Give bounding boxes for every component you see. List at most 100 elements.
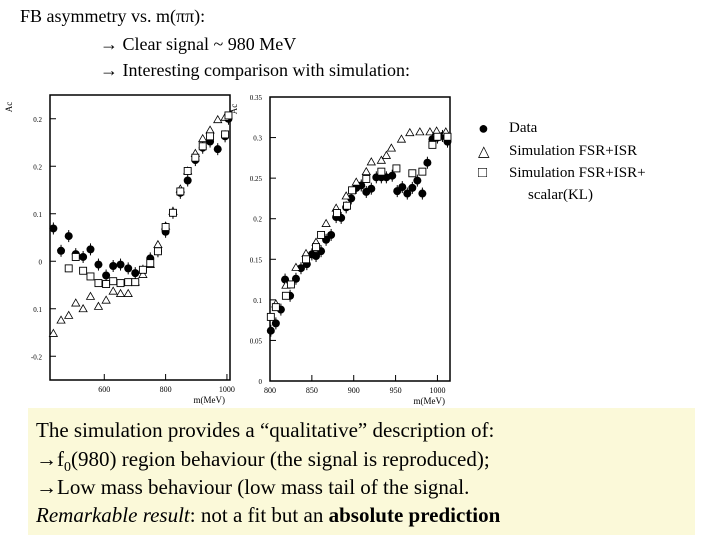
y-tick-label: 0: [259, 378, 263, 386]
sim-scalar-point: [281, 291, 290, 300]
x-tick-label: 900: [348, 386, 360, 395]
y-tick-label: 0.2: [33, 116, 42, 124]
y-tick-label: 0.1: [33, 211, 42, 219]
summary-line-2-text: (980) region behaviour (the signal is re…: [71, 447, 490, 471]
sim-fsr-isr-point: [366, 157, 376, 166]
sim-scalar-point: [153, 247, 162, 256]
sim-scalar-point: [71, 253, 80, 261]
y-tick-label: 0.3: [253, 135, 262, 143]
legend-sim-fsr-isr-label: Simulation FSR+ISR: [509, 143, 638, 159]
summary-box: The simulation provides a “qualitative” …: [28, 408, 695, 535]
sim-fsr-isr-point: [123, 288, 133, 297]
y-tick-label: 0.2: [33, 163, 42, 171]
x-tick-label: 850: [306, 386, 318, 395]
sim-scalar-point: [428, 140, 437, 149]
sim-scalar-point: [317, 230, 326, 239]
data-point: [312, 252, 321, 261]
sim-scalar-point: [271, 303, 280, 312]
sim-scalar-point: [377, 167, 386, 176]
sim-scalar-point: [102, 280, 111, 289]
sim-scalar-point: [169, 208, 177, 217]
data-point: [403, 189, 412, 198]
sim-fsr-isr-point: [351, 177, 361, 186]
data-point: [408, 183, 417, 192]
data-point: [418, 189, 427, 198]
data-point: [327, 230, 336, 239]
data-point: [423, 158, 432, 167]
bullet-comparison: → Interesting comparison with simulation…: [100, 60, 410, 80]
x-tick-label: 1000: [219, 385, 235, 394]
sim-scalar-point: [286, 280, 295, 289]
data-point: [347, 194, 356, 203]
sim-fsr-isr-point: [85, 291, 96, 300]
f0-symbol: f: [57, 447, 64, 471]
sim-fsr-isr-point: [341, 191, 351, 200]
sim-fsr-isr-point: [153, 239, 163, 249]
summary-line-3: →Low mass behaviour (low mass tail of th…: [36, 475, 470, 499]
sim-scalar-point: [94, 279, 103, 288]
sim-scalar-point: [443, 132, 452, 141]
y-tick-label: -0.2: [31, 353, 43, 361]
chart-1: 600 800 1000 -0.2 0.1 0 0.1 0.2 0.2 Ac m(MeV): [4, 94, 235, 405]
sim-fsr-isr-point: [376, 155, 387, 164]
sim-scalar-point: [348, 186, 356, 195]
data-point: [57, 246, 66, 255]
data-point: [367, 184, 376, 193]
sim-fsr-isr-point: [48, 328, 59, 337]
sim-scalar-point: [392, 164, 401, 173]
sim-scalar-point: [176, 187, 185, 196]
legend-triangle-marker-icon: △: [478, 144, 490, 160]
sim-scalar-point: [343, 201, 351, 210]
sim-fsr-isr-point: [64, 310, 74, 319]
y-tick-label: 0.35: [250, 94, 263, 102]
sim-scalar-point: [131, 278, 140, 287]
sim-fsr-isr-point: [321, 218, 331, 227]
data-point: [183, 176, 192, 185]
summary-line-2: →f0(980) region behaviour (the signal is…: [36, 447, 490, 476]
sim-scalar-point: [86, 272, 95, 281]
x-tick-label: 600: [98, 385, 110, 394]
sim-scalar-point: [362, 175, 371, 183]
f0-subscript: 0: [64, 460, 71, 476]
sim-scalar-point: [312, 243, 320, 252]
sim-scalar-point: [224, 111, 233, 120]
sim-fsr-isr-point: [71, 298, 81, 307]
legend-square-marker-icon: □: [478, 165, 488, 181]
sim-fsr-isr-point: [361, 166, 371, 176]
sim-fsr-isr-point: [78, 303, 88, 313]
y-tick-label: 0: [39, 258, 43, 266]
sim-fsr-isr-point: [56, 315, 66, 324]
chart-2: 800 850 900 950 1000 0 0.05 0.1 0.15 0.2 0.25 0.3 0.…: [229, 94, 452, 406]
slide-title: FB asymmetry vs. m(ππ):: [20, 6, 206, 26]
legend-sim-scalar-label-cont: scalar(KL): [528, 187, 593, 203]
sim-fsr-isr-point: [386, 143, 397, 152]
sim-fsr-isr-point: [415, 127, 425, 136]
sim-scalar-point: [116, 279, 125, 288]
y-tick-label: 0.1: [33, 306, 42, 314]
sim-scalar-point: [221, 130, 230, 139]
sim-scalar-point: [138, 265, 147, 274]
data-point: [79, 252, 88, 261]
x-tick-label: 800: [264, 386, 276, 395]
sim-scalar-point: [183, 167, 192, 175]
data-point: [116, 260, 125, 269]
x-axis-label: m(MeV): [414, 396, 446, 406]
sim-scalar-point: [433, 132, 442, 141]
sim-scalar-point: [64, 264, 73, 273]
sim-scalar-point: [124, 278, 133, 287]
sim-scalar-point: [198, 142, 207, 151]
legend-data-marker-icon: ●: [478, 118, 489, 138]
bullet-clear-signal: → Clear signal ~ 980 MeV: [100, 34, 297, 54]
sim-fsr-isr-point: [115, 288, 126, 297]
summary-line-4: Remarkable result: not a fit but an abso…: [36, 503, 500, 528]
y-tick-label: 0.25: [250, 175, 263, 183]
sim-fsr-isr-point: [291, 262, 301, 271]
sim-scalar-point: [146, 259, 155, 268]
x-tick-label: 950: [390, 386, 402, 395]
sim-fsr-isr-point: [93, 301, 104, 310]
asymmetry-charts: 600 800 1000 -0.2 0.1 0 0.1 0.2 0.2 Ac m(MeV) 800 85…: [4, 94, 452, 406]
y-tick-label: 0.2: [253, 216, 262, 224]
arrow-icon: →: [36, 447, 57, 471]
sim-scalar-point: [418, 167, 427, 176]
